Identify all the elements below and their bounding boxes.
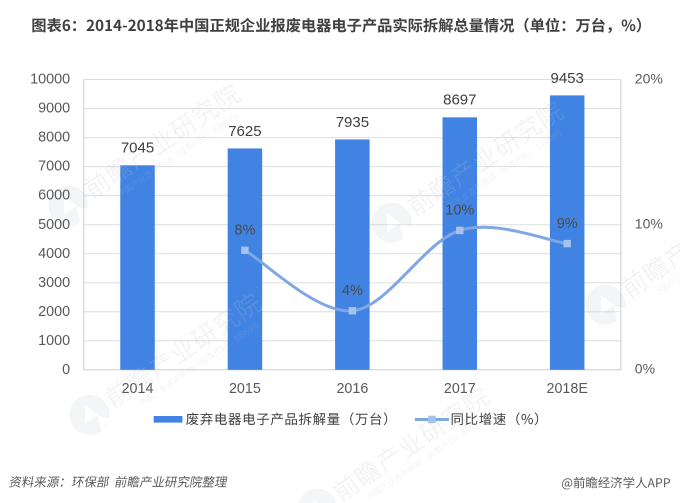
svg-text:8%: 8% [234,223,255,239]
svg-text:4000: 4000 [38,246,70,262]
svg-text:6000: 6000 [38,188,70,204]
svg-text:9453: 9453 [551,70,584,87]
svg-text:0: 0 [62,362,70,378]
svg-text:2000: 2000 [38,304,70,320]
svg-text:1000: 1000 [38,333,70,349]
svg-text:9%: 9% [557,216,578,232]
svg-text:7935: 7935 [336,114,369,131]
svg-text:10000: 10000 [30,72,70,88]
svg-text:2015: 2015 [229,381,261,397]
svg-text:5000: 5000 [38,217,70,233]
svg-text:9000: 9000 [38,101,70,117]
svg-text:7045: 7045 [121,140,154,157]
svg-text:2014: 2014 [122,381,154,397]
svg-text:8697: 8697 [443,92,476,109]
svg-text:10%: 10% [635,216,663,232]
svg-text:7000: 7000 [38,159,70,175]
svg-text:0%: 0% [635,361,655,377]
svg-text:7625: 7625 [228,123,261,140]
svg-text:4%: 4% [342,283,363,299]
svg-text:8000: 8000 [38,130,70,146]
svg-text:2017: 2017 [444,381,476,397]
svg-text:2018E: 2018E [547,381,588,397]
svg-text:10%: 10% [445,203,474,219]
svg-text:20%: 20% [635,70,663,86]
svg-text:2016: 2016 [336,381,368,397]
svg-text:3000: 3000 [38,275,70,291]
